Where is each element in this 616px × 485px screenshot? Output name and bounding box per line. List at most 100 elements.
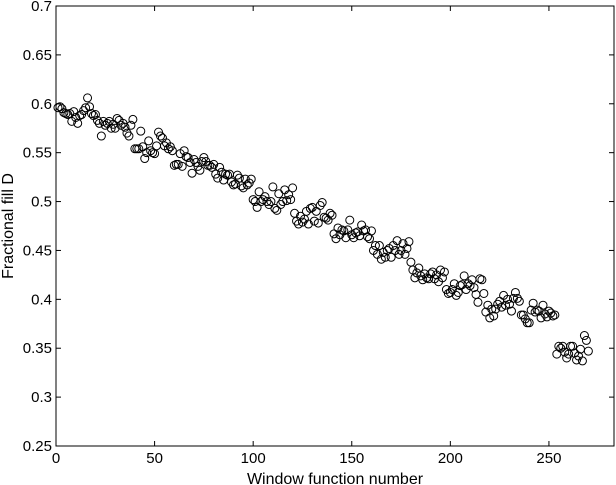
data-point: [532, 305, 542, 315]
data-point: [363, 232, 373, 242]
data-point: [475, 274, 485, 284]
data-point: [451, 290, 461, 300]
data-point: [439, 267, 449, 277]
data-point: [86, 109, 96, 119]
x-tick-label: 100: [241, 450, 266, 467]
y-axis-ticks: 0.25 0.3 0.35 0.4 0.45 0.5 0.55 0.6 0.65 0.7: [23, 0, 614, 455]
y-tick-label: 0.25: [23, 438, 52, 455]
data-point: [236, 181, 246, 191]
data-point: [538, 300, 548, 310]
data-point: [361, 225, 371, 235]
data-point: [469, 283, 479, 293]
data-point: [501, 300, 511, 310]
data-point: [232, 170, 242, 180]
data-point: [248, 195, 258, 205]
data-point: [85, 102, 95, 112]
x-tick-label: 150: [339, 450, 364, 467]
data-point: [112, 113, 122, 123]
y-tick-label: 0.4: [31, 291, 52, 308]
x-tick-label: 50: [146, 450, 163, 467]
x-axis-ticks: 0 50 100 150 200 250: [52, 6, 561, 467]
y-tick-label: 0.45: [23, 242, 52, 259]
data-point: [122, 128, 132, 138]
data-point: [487, 304, 497, 314]
data-point: [325, 208, 335, 218]
data-point: [554, 341, 564, 351]
data-point: [272, 205, 282, 215]
data-point: [128, 114, 138, 124]
data-point: [365, 234, 375, 244]
data-point: [63, 110, 73, 120]
data-point: [315, 200, 325, 210]
data-point: [124, 131, 134, 141]
data-point: [274, 189, 284, 199]
data-point: [81, 103, 91, 113]
data-point: [583, 346, 593, 356]
data-point: [305, 203, 315, 213]
data-point: [317, 198, 327, 208]
data-point: [260, 192, 270, 202]
data-point: [453, 287, 463, 297]
data-point: [473, 297, 483, 307]
x-tick-label: 0: [52, 450, 60, 467]
data-point: [402, 243, 412, 253]
data-point: [266, 197, 276, 207]
data-point: [528, 298, 538, 308]
data-point: [156, 131, 165, 141]
x-tick-label: 200: [438, 450, 463, 467]
data-point: [83, 93, 93, 103]
data-point: [297, 217, 307, 227]
data-point: [424, 274, 434, 284]
data-point: [489, 311, 499, 321]
data-point: [380, 252, 390, 262]
data-point: [400, 249, 410, 259]
data-point: [209, 159, 219, 169]
data-point: [92, 115, 102, 125]
data-point: [510, 287, 520, 297]
data-point: [120, 122, 130, 132]
data-point: [268, 182, 278, 192]
y-tick-label: 0.7: [31, 0, 52, 15]
data-point: [223, 170, 233, 180]
y-tick-label: 0.6: [31, 96, 52, 113]
data-point: [503, 294, 513, 304]
data-point: [254, 187, 264, 197]
data-point: [313, 218, 323, 228]
data-point: [459, 271, 469, 281]
data-point: [530, 307, 540, 317]
data-point: [548, 311, 558, 321]
data-point: [404, 237, 414, 247]
data-point: [386, 252, 396, 262]
data-point: [195, 165, 205, 175]
data-point: [183, 153, 193, 163]
data-point: [406, 257, 416, 267]
data-point: [550, 310, 560, 320]
data-point: [508, 293, 518, 303]
data-point: [126, 120, 136, 130]
data-point: [552, 349, 562, 359]
data-point: [282, 196, 292, 206]
data-point: [90, 110, 100, 120]
data-point: [246, 174, 256, 184]
data-point: [215, 162, 225, 172]
y-tick-label: 0.5: [31, 194, 52, 211]
data-point: [148, 148, 158, 158]
data-point: [339, 226, 349, 236]
y-tick-label: 0.55: [23, 145, 52, 162]
data-point: [144, 136, 154, 146]
data-point: [366, 226, 376, 236]
data-point: [345, 215, 355, 225]
data-point: [140, 154, 150, 164]
data-point: [392, 236, 402, 246]
data-point: [288, 183, 298, 193]
data-point: [337, 225, 347, 235]
data-point: [177, 161, 187, 171]
data-point: [110, 123, 120, 133]
data-point: [577, 356, 587, 366]
data-point: [514, 296, 524, 306]
data-point: [96, 131, 106, 141]
data-point: [167, 146, 177, 156]
data-point: [568, 341, 578, 351]
data-point: [524, 318, 534, 328]
